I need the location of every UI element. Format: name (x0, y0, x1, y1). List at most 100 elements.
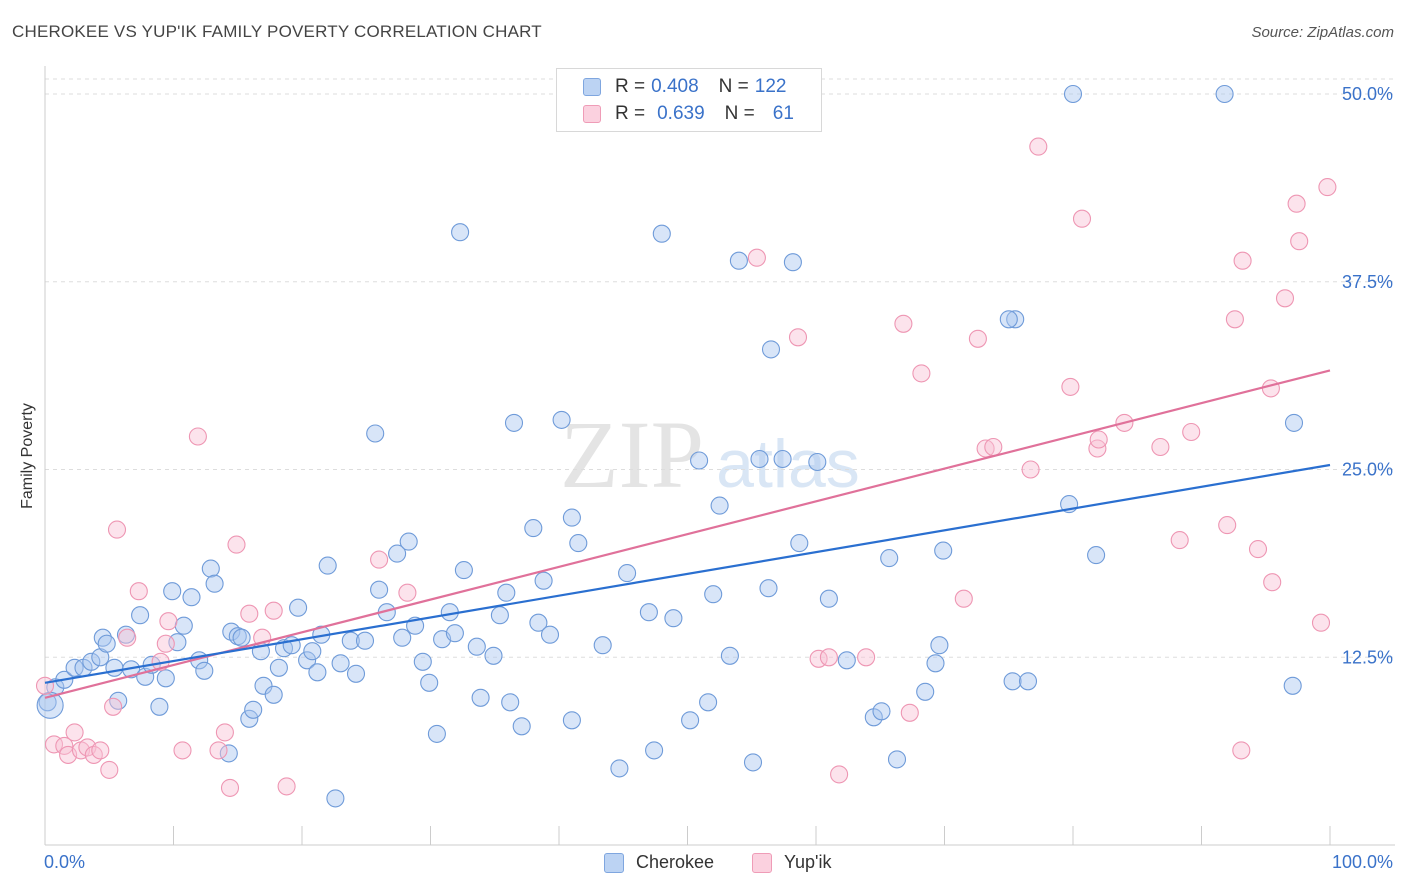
cherokee-point (195, 661, 214, 680)
axes (44, 66, 1395, 846)
yupik-point (1225, 310, 1244, 329)
yupik-point (1021, 460, 1040, 479)
cherokee-point (326, 789, 345, 808)
cherokee-point (445, 624, 464, 643)
yupik-trend-line (44, 369, 1331, 699)
cherokee-point (244, 700, 263, 719)
x-tick-label-max: 100.0% (1331, 852, 1393, 872)
cherokee-point (1283, 676, 1302, 695)
yupik-point (107, 520, 127, 539)
legend-label-cherokee: Cherokee (636, 852, 715, 872)
cherokee-point (240, 709, 259, 728)
cherokee-point (451, 223, 470, 242)
cherokee-point (562, 508, 581, 527)
y-tick-label: 12.5% (1342, 647, 1393, 667)
cherokee-point (105, 658, 124, 677)
cherokee-point (639, 603, 658, 622)
cherokee-point (1087, 546, 1106, 565)
cherokee-point (393, 628, 412, 647)
cherokee-point (355, 631, 375, 650)
cherokee-point (308, 663, 327, 682)
n-label: N = (718, 76, 749, 97)
cherokee-point (341, 631, 360, 650)
source-label: Source: ZipAtlas.com (1251, 24, 1394, 41)
cherokee-trend-line (44, 463, 1331, 684)
yupik-point (1151, 437, 1170, 457)
cherokee-point (109, 691, 128, 710)
yupik-point (1287, 194, 1306, 213)
cherokee-point (484, 646, 503, 665)
cherokee-point (331, 654, 350, 673)
cherokee-point (618, 564, 637, 583)
cherokee-point (163, 582, 182, 601)
y-tick-labels: 12.5% 25.0% 37.5% 50.0% (1342, 84, 1393, 667)
cherokee-point (512, 717, 531, 736)
yupik-point (912, 364, 931, 383)
yupik-point (1311, 613, 1331, 632)
watermark-atlas: atlas (716, 426, 860, 502)
r-label: R = (615, 103, 646, 124)
yupik-point (209, 741, 228, 760)
yupik-point (968, 329, 987, 348)
cherokee-point (454, 561, 473, 580)
cherokee-point (837, 651, 856, 670)
cherokee-point (254, 676, 273, 695)
cherokee-point (699, 693, 718, 712)
n-value: 61 (772, 103, 794, 124)
yupik-point (159, 612, 178, 631)
cherokee-point (501, 693, 520, 712)
cherokee-point (999, 310, 1018, 329)
yupik-point (1061, 377, 1080, 396)
cherokee-point (1003, 672, 1022, 691)
yupik-point (1263, 573, 1282, 592)
yupik-point (830, 765, 849, 784)
cherokee-point (131, 606, 150, 625)
yupik-points (35, 137, 1337, 797)
yupik-point (1290, 232, 1309, 251)
yupik-point (857, 648, 876, 667)
yupik-point (1170, 531, 1189, 550)
cherokee-point (174, 616, 193, 635)
y-tick-label: 37.5% (1342, 272, 1393, 292)
yupik-point (1089, 430, 1108, 449)
cherokee-points (36, 84, 1304, 808)
yupik-point (1088, 439, 1107, 458)
legend-item-cherokee[interactable]: Cherokee (604, 852, 714, 873)
yupik-point (819, 648, 838, 667)
cherokee-point (298, 651, 317, 670)
cherokee-point (681, 711, 700, 730)
yupik-point (1275, 289, 1295, 308)
cherokee-swatch (583, 78, 601, 96)
cherokee-point (346, 664, 366, 683)
cherokee-point (934, 541, 953, 560)
yupik-point (227, 535, 246, 554)
cherokee-swatch (604, 852, 624, 873)
cherokee-point (318, 556, 337, 575)
cherokee-point (420, 673, 439, 692)
yupik-point (240, 604, 259, 623)
yupik-point (156, 634, 175, 653)
r-value: 0.639 (657, 103, 705, 124)
cherokee-point (156, 669, 175, 688)
cherokee-point (399, 532, 418, 551)
cherokee-point (750, 449, 769, 469)
yupik-point (264, 601, 283, 620)
yupik-point (188, 427, 207, 446)
legend-item-yupik[interactable]: Yup'ik (752, 852, 831, 873)
cherokee-point (759, 579, 778, 598)
yupik-swatch (583, 105, 601, 123)
cherokee-point (427, 724, 446, 743)
cherokee-point (819, 589, 838, 608)
yupik-point (118, 628, 137, 647)
cherokee-point (168, 633, 187, 652)
yupik-point (129, 582, 148, 601)
chart-title: CHEROKEE VS YUP'IK FAMILY POVERTY CORREL… (12, 22, 542, 41)
cherokee-point (926, 654, 945, 673)
yupik-point (1232, 741, 1251, 760)
r-label: R = (615, 76, 646, 97)
trend-lines (44, 369, 1331, 699)
yupik-point (1233, 251, 1252, 270)
cherokee-point (783, 253, 802, 272)
yupik-point (954, 589, 973, 608)
cherokee-point (569, 534, 588, 553)
